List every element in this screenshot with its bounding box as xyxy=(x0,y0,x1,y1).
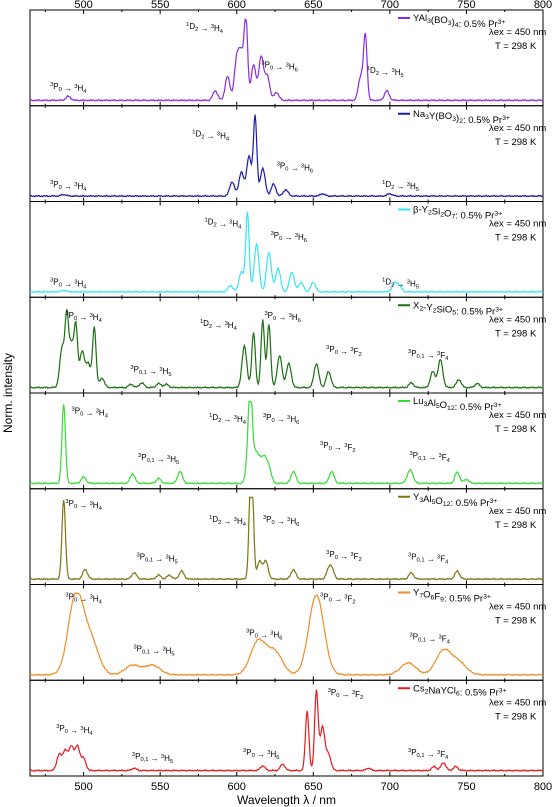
transition-label: 1D2 → 3H5 xyxy=(382,277,419,290)
transition-label: 3P0,1 → 3F4 xyxy=(408,748,449,761)
spectrum-line xyxy=(29,211,544,294)
spectrum-panel: Lu3Al5O12: 0.5% Pr3+λex = 450 nm T = 298 … xyxy=(29,392,546,490)
excitation-label: λex = 450 nm xyxy=(489,314,546,325)
legend-entry: Cs2NaYCl6: 0.5% Pr3+ xyxy=(413,683,507,698)
transition-label: 3P0,1 → 3F4 xyxy=(410,632,451,645)
panel-frame xyxy=(29,679,544,777)
excitation-label: λex = 450 nm xyxy=(489,697,546,708)
x-tick-label-top: 800 xyxy=(534,0,552,11)
transition-label: 3P0 → 3H6 xyxy=(263,413,299,426)
transition-label: 3P0 → 3H4 xyxy=(50,82,87,95)
transition-label: 3P0,1 → 3H5 xyxy=(137,553,178,566)
transition-label: 3P0 → 3F2 xyxy=(326,550,362,563)
transition-label: 1D2 → 3H4 xyxy=(200,319,238,332)
temperature-label: T = 298 K xyxy=(495,616,537,627)
temperature-label: T = 298 K xyxy=(495,424,537,435)
transition-label: 3P0 → 3F2 xyxy=(320,592,356,605)
x-tick-label-top: 750 xyxy=(457,0,475,11)
transition-label: 3P0 → 3H4 xyxy=(65,311,102,324)
temperature-label: T = 298 K xyxy=(495,137,537,148)
transition-label: 3P0 → 3F2 xyxy=(326,345,362,358)
spectrum-line xyxy=(29,689,544,772)
transition-label: 3P0,1 → 3F4 xyxy=(408,349,449,362)
transition-label: 1D2 → 3H4 xyxy=(209,515,247,528)
excitation-label: λex = 450 nm xyxy=(489,602,546,613)
spectrum-panel: YAl3(BO3)4: 0.5% Pr3+λex = 450 nm T = 298… xyxy=(29,9,546,107)
legend-entry: Y3Al5O12: 0.5% Pr3+ xyxy=(413,492,497,509)
legend-entry: X2-Y2SiO5: 0.5% Pr3+ xyxy=(413,300,503,317)
x-tick-label: 750 xyxy=(457,781,475,793)
x-tick-label: 800 xyxy=(534,781,552,793)
x-tick-label: 700 xyxy=(381,781,399,793)
temperature-label: T = 298 K xyxy=(495,233,537,244)
y-axis-title: Norm. intensity xyxy=(1,353,15,433)
transition-label: 3P0,1 → 3F4 xyxy=(410,451,451,464)
transition-label: 3P0,1 → 3H5 xyxy=(138,453,179,466)
transition-label: 3P0 → 3H6 xyxy=(261,60,297,73)
transition-label: 3P0,1 → 3F4 xyxy=(408,553,449,566)
transition-label: 3P0 → 3H4 xyxy=(50,180,87,193)
transition-label: 3P0 → 3H4 xyxy=(65,499,102,512)
x-tick-label: 600 xyxy=(228,781,246,793)
transition-label: 3P0 → 3H6 xyxy=(277,162,313,175)
transition-label: 3P0 → 3H6 xyxy=(246,628,282,641)
temperature-label: T = 298 K xyxy=(495,520,537,531)
spectrum-line xyxy=(29,400,544,485)
x-tick-label-top: 600 xyxy=(228,0,246,11)
transition-label: 1D2 → 3H5 xyxy=(367,66,404,79)
spectrum-panel: β-Y2Si2O7: 0.5% Pr3+λex = 450 nm T = 298 … xyxy=(29,201,546,298)
excitation-label: λex = 450 nm xyxy=(489,506,546,517)
x-tick-label: 550 xyxy=(151,781,169,793)
transition-label: 3P0,1 → 3H5 xyxy=(130,365,171,378)
spectrum-line xyxy=(29,591,544,677)
temperature-label: T = 298 K xyxy=(495,328,537,339)
transition-label: 3P0 → 3H4 xyxy=(65,592,102,605)
spectrum-panel: Y3Al5O12: 0.5% Pr3+λex = 450 nm T = 298 K… xyxy=(29,488,546,585)
legend-entry: Na3Y(BO3)2: 0.5% Pr3+ xyxy=(413,109,510,126)
transition-label: 3P0 → 3H4 xyxy=(50,277,87,290)
excitation-label: λex = 450 nm xyxy=(489,27,546,38)
spectrum-panel: Na3Y(BO3)2: 0.5% Pr3+λex = 450 nm T = 298… xyxy=(29,105,546,202)
x-tick-label: 650 xyxy=(304,781,322,793)
transition-label: 3P0 → 3H4 xyxy=(72,407,109,420)
transition-label: 3P0,1 → 3H5 xyxy=(133,644,174,657)
transition-label: 3P0 → 3H6 xyxy=(243,748,279,761)
x-tick-label-top: 500 xyxy=(74,0,92,11)
transition-label: 3P0 → 3F2 xyxy=(320,441,356,454)
legend-entry: YAl3(BO3)4: 0.5% Pr3+ xyxy=(413,13,505,30)
x-tick-label-top: 700 xyxy=(381,0,399,11)
transition-label: 3P0 → 3H6 xyxy=(271,231,307,244)
transition-label: 3P0 → 3F2 xyxy=(328,688,364,701)
transition-label: 3P0,1 → 3H5 xyxy=(132,752,173,765)
temperature-label: T = 298 K xyxy=(495,711,537,722)
temperature-label: T = 298 K xyxy=(495,41,537,52)
spectrum-panel: X2-Y2SiO5: 0.5% Pr3+λex = 450 nm T = 298 … xyxy=(29,296,546,394)
excitation-label: λex = 450 nm xyxy=(489,123,546,134)
spectrum-line xyxy=(29,18,544,102)
legend-entry: Lu3Al5O12: 0.5% Pr3+ xyxy=(413,396,502,413)
spectrum-panel: Cs2NaYCl6: 0.5% Pr3+λex = 450 nm T = 298 … xyxy=(29,679,546,777)
transition-label: 1D2 → 3H4 xyxy=(192,130,230,143)
transition-label: 3P0 → 3H6 xyxy=(264,311,300,324)
transition-label: 1D2 → 3H5 xyxy=(382,180,419,193)
excitation-label: λex = 450 nm xyxy=(489,219,546,230)
spectrum-panel: Y7O6F9: 0.5% Pr3+λex = 450 nm T = 298 K 3P… xyxy=(29,584,546,681)
legend-entry: Y7O6F9: 0.5% Pr3+ xyxy=(413,588,491,605)
spectrum-line xyxy=(29,309,544,389)
spectrum-line xyxy=(29,114,544,198)
transition-label: 1D2 → 3H4 xyxy=(209,413,247,426)
transition-label: 3P0 → 3H4 xyxy=(56,724,93,737)
transition-label: 3P0 → 3H6 xyxy=(263,515,299,528)
spectrum-line xyxy=(29,495,544,581)
legend-entry: β-Y2Si2O7: 0.5% Pr3+ xyxy=(413,205,502,222)
transition-label: 1D2 → 3H4 xyxy=(186,22,224,35)
x-tick-label-top: 550 xyxy=(151,0,169,11)
x-axis-title: Wavelength λ / nm xyxy=(237,793,336,807)
transition-label: 1D2 → 3H4 xyxy=(205,217,243,230)
excitation-label: λex = 450 nm xyxy=(489,410,546,421)
x-tick-label-top: 650 xyxy=(304,0,322,11)
x-tick-label: 500 xyxy=(74,781,92,793)
